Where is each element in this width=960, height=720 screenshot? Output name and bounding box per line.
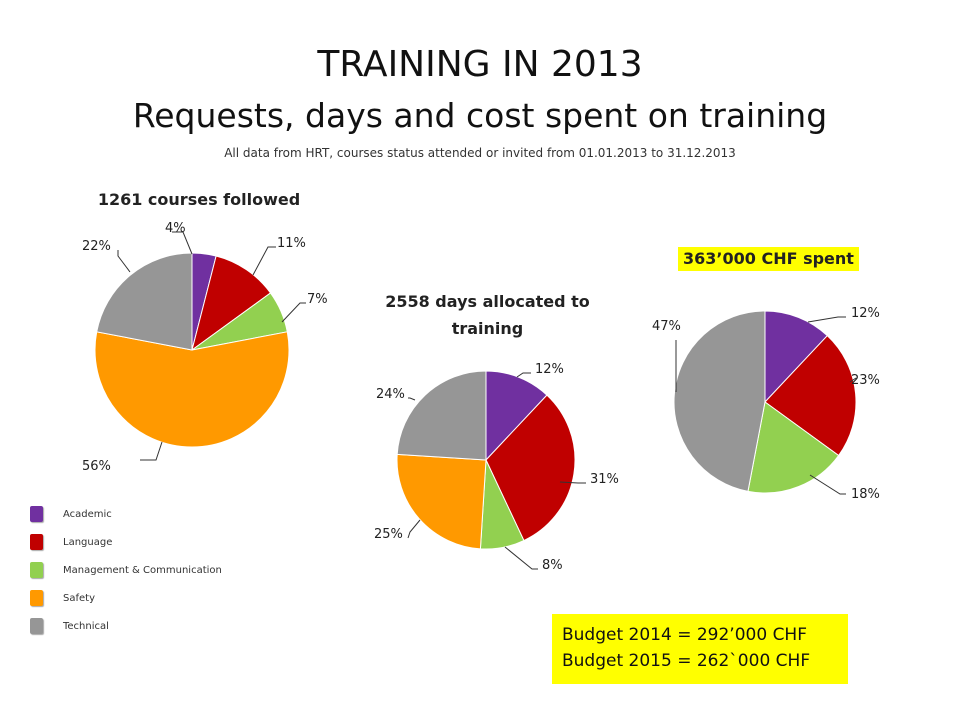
leader-line-language <box>849 377 857 383</box>
legend-label-technical: Technical <box>63 620 109 632</box>
leader-line-academic <box>807 316 846 323</box>
pie-slice-academic <box>485 370 548 462</box>
page-title: TRAINING IN 2013 <box>317 44 643 85</box>
budget-box: Budget 2014 = 292’000 CHF Budget 2015 = … <box>552 614 848 684</box>
leader-line-safety <box>140 441 163 461</box>
chart-title-courses: 1261 courses followed <box>97 190 301 209</box>
legend-swatch-language <box>30 534 43 550</box>
data-label-technical: 24% <box>376 387 405 402</box>
pie-slice-safety <box>396 453 487 550</box>
legend-item-language: Language <box>30 528 222 556</box>
legend-swatch-management <box>30 562 43 578</box>
legend-item-management: Management & Communication <box>30 556 222 584</box>
leader-line-management <box>504 546 538 570</box>
chart-title-days: 2558 days allocated to training <box>385 292 590 338</box>
data-label-safety: 25% <box>374 527 403 542</box>
data-label-technical: 22% <box>82 239 111 254</box>
data-label-academic: 4% <box>165 221 186 236</box>
pie-chart-3: 12% 23% 18% 47% <box>652 306 880 502</box>
data-label-academic: 12% <box>851 306 880 321</box>
legend-item-academic: Academic <box>30 500 222 528</box>
data-label-academic: 12% <box>535 362 564 377</box>
data-label-management: 7% <box>307 292 328 307</box>
leader-line-language <box>559 481 586 484</box>
pie-slice-technical <box>396 370 487 461</box>
data-label-technical: 47% <box>652 319 681 334</box>
data-label-management: 18% <box>851 487 880 502</box>
pie-slice-management <box>747 401 840 494</box>
leader-line-technical <box>117 250 131 273</box>
pie-slice-technical <box>96 252 193 351</box>
data-label-language: 31% <box>590 472 619 487</box>
pie-slice-language <box>764 334 857 457</box>
pie-chart-1: 4% 11% 7% 56% 22% <box>82 221 328 474</box>
legend-label-language: Language <box>63 536 113 548</box>
leader-line-management <box>809 474 846 495</box>
data-source-note: All data from HRT, courses status attend… <box>224 146 736 160</box>
legend-swatch-academic <box>30 506 43 522</box>
pie-slice-language <box>191 255 272 352</box>
legend-label-management: Management & Communication <box>63 564 222 576</box>
data-label-management: 8% <box>542 558 563 573</box>
legend-swatch-safety <box>30 590 43 606</box>
legend-label-safety: Safety <box>63 592 95 604</box>
leader-line-academic <box>516 372 531 378</box>
pie-chart-2: 12% 31% 8% 25% 24% <box>374 362 619 573</box>
pie-slice-academic <box>764 310 828 404</box>
data-label-language: 23% <box>851 373 880 388</box>
page-subtitle-heading: Requests, days and cost spent on trainin… <box>132 96 828 135</box>
legend: Academic Language Management & Communica… <box>30 500 222 640</box>
data-label-language: 11% <box>277 236 306 251</box>
leader-line-safety <box>407 519 421 539</box>
budget-2014: Budget 2014 = 292’000 CHF <box>562 625 807 645</box>
leader-line-management <box>281 302 306 323</box>
legend-item-safety: Safety <box>30 584 222 612</box>
leader-line-academic <box>172 231 193 255</box>
data-label-safety: 56% <box>82 459 111 474</box>
pie-slice-technical <box>673 310 766 492</box>
leader-line-language <box>252 246 276 276</box>
pie-slice-language <box>485 394 576 542</box>
chart-title-cost: 363’000 CHF spent <box>678 247 859 271</box>
legend-label-academic: Academic <box>63 508 112 520</box>
pie-slice-safety <box>94 331 290 448</box>
leader-line-technical <box>408 397 416 401</box>
legend-swatch-technical <box>30 618 43 634</box>
legend-item-technical: Technical <box>30 612 222 640</box>
budget-2015: Budget 2015 = 262`000 CHF <box>562 651 811 671</box>
